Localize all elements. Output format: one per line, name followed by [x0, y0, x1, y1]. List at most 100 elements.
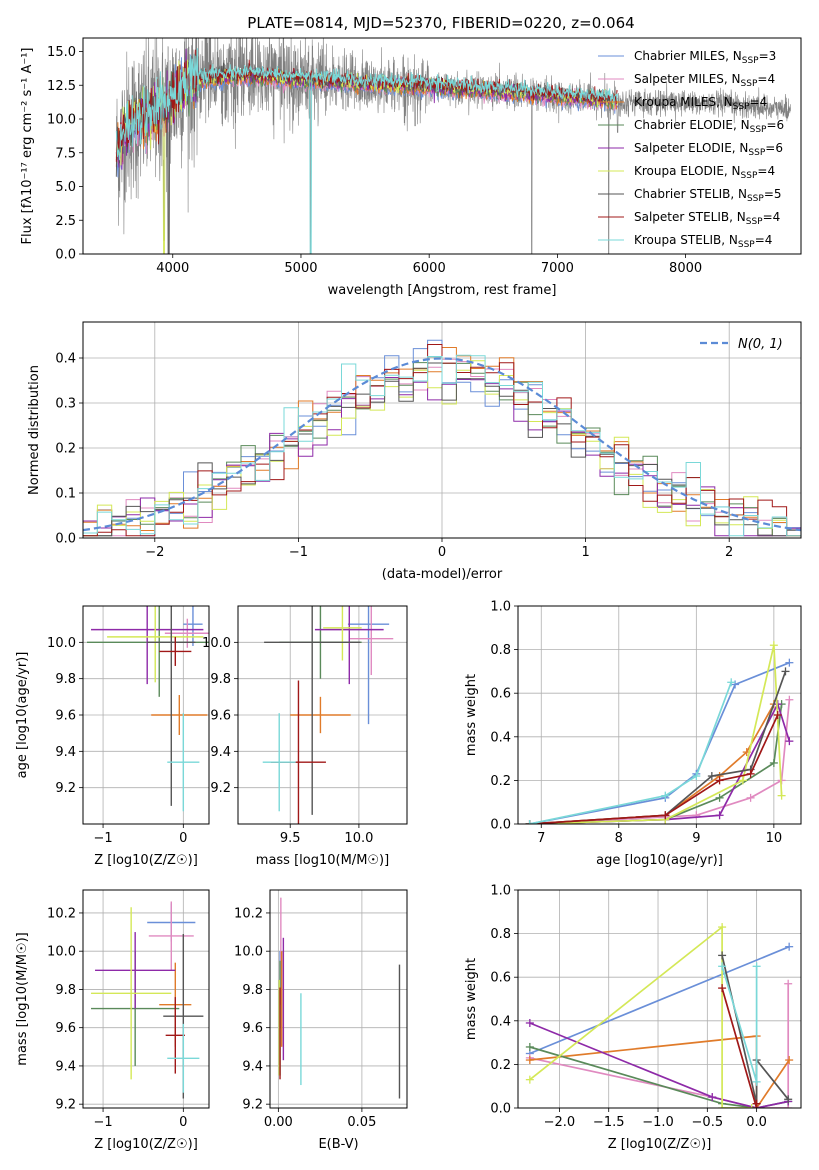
x-tick-label: 10	[766, 831, 783, 846]
y-tick-label: 0.6	[490, 687, 511, 702]
weight-point	[785, 695, 794, 704]
y-axis-label: mass weight	[464, 674, 479, 756]
y-tick-label: 15.0	[47, 45, 76, 60]
x-tick-label: −1	[289, 545, 308, 560]
y-tick-label: 10.0	[234, 945, 263, 960]
weight-point	[746, 793, 755, 802]
x-tick-label: 10.0	[344, 831, 373, 846]
weight-point	[746, 769, 755, 778]
legend-label: Chabrier ELODIE, N	[634, 118, 750, 132]
y-tick-label: 2.5	[55, 214, 76, 229]
y-tick-label: 0.3	[55, 397, 76, 412]
x-tick-label: 4000	[156, 261, 189, 276]
x-tick-label: −2.0	[544, 1115, 576, 1130]
weight-point	[752, 1077, 761, 1086]
y-tick-label: 9.6	[242, 1021, 263, 1036]
y-axis-label: mass weight	[464, 958, 479, 1040]
legend-label: Kroupa STELIB, N	[634, 233, 738, 247]
weight-point	[661, 791, 670, 800]
legend-label: Salpeter STELIB, N	[634, 210, 746, 224]
y-tick-label: 9.6	[55, 1021, 76, 1036]
weight_vs_age-marks	[525, 641, 794, 824]
y-tick-label: 9.6	[55, 709, 76, 724]
age_vs_Z-marks	[87, 606, 209, 812]
y-tick-label: 7.5	[55, 146, 76, 161]
weight-point	[715, 776, 724, 785]
legend-nssp: =6	[766, 118, 784, 132]
y-tick-label: 10.0	[47, 945, 76, 960]
y-tick-label: 9.4	[242, 1059, 263, 1074]
axes-frame	[517, 605, 802, 825]
age_vs_Z-panel: −1 0 9.2 9.4 9.6 9.8 10.0 Z [log10(Z/Z☉)] age [l…	[15, 605, 210, 868]
axes-frame	[269, 889, 408, 1109]
x-tick-label: 8	[615, 831, 623, 846]
legend-subscript: SSP	[748, 148, 765, 158]
x-tick-label: 0.00	[264, 1115, 293, 1130]
y-tick-label: 9.8	[210, 672, 231, 687]
residuals-marks	[83, 339, 801, 537]
legend-nssp: =3	[759, 49, 777, 63]
x-tick-label: −1.0	[642, 1115, 674, 1130]
y-tick-label: 10.0	[47, 636, 76, 651]
legend-entry-4: Salpeter ELODIE, NSSP=6	[634, 141, 783, 158]
x-tick-label: 2	[725, 545, 733, 560]
x-tick-label: 7000	[541, 261, 574, 276]
weight-line-6	[529, 671, 787, 824]
x-tick-label: 0.0	[746, 1115, 767, 1130]
y-tick-label: 0.0	[55, 248, 76, 263]
weight-point	[769, 758, 778, 767]
legend-label: Kroupa ELODIE, N	[634, 164, 741, 178]
y-tick-label: 10.0	[202, 636, 231, 651]
legend-subscript: SSP	[733, 102, 750, 112]
weight-line-8	[529, 682, 732, 824]
y-tick-label: 0.0	[55, 532, 76, 547]
weight-line-7	[529, 714, 779, 824]
legend-nssp: =4	[757, 72, 775, 86]
x-tick-label: 9.5	[280, 831, 301, 846]
weight-point	[525, 1075, 534, 1084]
x-tick-label: 0.05	[347, 1115, 376, 1130]
spectrum-marks	[115, 38, 791, 254]
legend-nssp: =4	[750, 95, 768, 109]
x-axis-label: Z [log10(Z/Z☉)]	[94, 1137, 198, 1152]
x-tick-label: 9	[692, 831, 700, 846]
y-tick-label: 0.2	[55, 442, 76, 457]
y-tick-label: 1.0	[490, 600, 511, 615]
weight-point	[692, 772, 701, 781]
weight-point	[785, 737, 794, 746]
y-axis-label: Flux [fλ10⁻¹⁷ erg cm⁻² s⁻¹ A⁻¹]	[20, 48, 35, 245]
y-tick-label: 9.2	[55, 1098, 76, 1113]
weight-point	[784, 1095, 793, 1104]
legend-subscript: SSP	[741, 171, 758, 181]
weight-point	[785, 1056, 794, 1065]
weight-point	[525, 1042, 534, 1051]
weight-point	[715, 811, 724, 820]
weight-point	[781, 667, 790, 676]
y-tick-label: 9.8	[55, 672, 76, 687]
legend-subscript: SSP	[747, 194, 764, 204]
legend-subscript: SSP	[738, 240, 755, 250]
x-tick-label: −0.5	[692, 1115, 724, 1130]
y-tick-label: 9.4	[210, 745, 231, 760]
x-tick-label: 7	[537, 831, 545, 846]
x-tick-label: 8000	[669, 261, 702, 276]
x-tick-label: −1	[93, 831, 112, 846]
y-tick-label: 9.6	[210, 709, 231, 724]
legend-nssp: =5	[764, 187, 782, 201]
y-tick-label: 0.4	[490, 730, 511, 745]
x-axis-label: mass [log10(M/M☉)]	[256, 853, 389, 868]
legend-label: Chabrier MILES, N	[634, 49, 742, 63]
weight_vs_age-panel: 7 8 9 10 0.0 0.2 0.4 0.6 0.8 1.0 age [log10(age/yr…	[464, 600, 802, 868]
y-axis-label: age [log10(age/yr)]	[15, 652, 30, 779]
legend-entry-2: Kroupa MILES, NSSP=4	[634, 95, 767, 112]
y-tick-label: 10.2	[47, 906, 76, 921]
axes-frame	[517, 889, 802, 1109]
x-axis-label: Z [log10(Z/Z☉)]	[94, 853, 198, 868]
legend-entry-6: Chabrier STELIB, NSSP=5	[634, 187, 782, 204]
weight-point	[752, 962, 761, 971]
x-axis-label: wavelength [Angstrom, rest frame]	[328, 283, 557, 298]
model-spectrum-8	[115, 48, 618, 254]
legend-label: Chabrier STELIB, N	[634, 187, 747, 201]
legend-entry-7: Salpeter STELIB, NSSP=4	[634, 210, 780, 227]
